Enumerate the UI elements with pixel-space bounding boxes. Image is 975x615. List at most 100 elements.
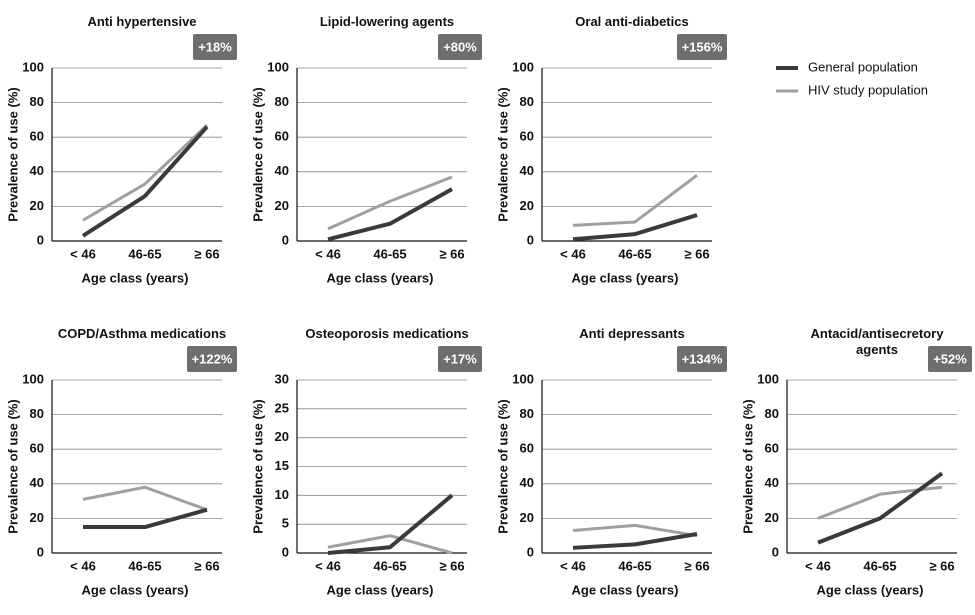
x-tick-label: 46-65 (863, 558, 896, 573)
series-line (572, 523, 698, 538)
x-tick-label: < 46 (315, 246, 341, 261)
panel-title: Oral anti-diabetics (575, 14, 689, 29)
y-tick-label: 0 (37, 232, 44, 247)
y-tick-label: 40 (275, 163, 289, 178)
y-tick-label: 60 (520, 129, 534, 144)
x-tick-label: ≥ 66 (439, 558, 464, 573)
panel-title: Antacid/antisecretory agents (810, 326, 944, 357)
y-tick-label: 60 (30, 129, 44, 144)
y-tick-label: 20 (520, 510, 534, 525)
series-line (817, 485, 943, 520)
y-axis-label: Prevalence of use (%) (740, 399, 755, 533)
x-axis-label: Age class (years) (572, 582, 679, 597)
badge-text: +122% (192, 351, 233, 366)
badge-text: +18% (198, 39, 232, 54)
x-axis-label: Age class (years) (327, 270, 434, 285)
y-tick-label: 40 (520, 163, 534, 178)
y-tick-label: 0 (772, 544, 779, 559)
series-line (572, 213, 698, 242)
panel-title: Lipid-lowering agents (319, 14, 455, 29)
y-tick-label: 20 (275, 429, 289, 444)
x-axis-label: Age class (years) (82, 270, 189, 285)
series-line (327, 493, 454, 555)
x-tick-label: 46-65 (128, 246, 161, 261)
y-tick-label: 100 (512, 59, 534, 74)
x-tick-label: ≥ 66 (194, 246, 219, 261)
badge (438, 34, 482, 60)
y-tick-label: 80 (30, 406, 44, 421)
y-tick-label: 20 (520, 198, 534, 213)
badge (677, 34, 727, 60)
y-axis-label: Prevalence of use (%) (250, 399, 265, 533)
y-tick-label: 40 (30, 163, 44, 178)
y-tick-label: 80 (520, 94, 534, 109)
badge-text: +52% (933, 351, 967, 366)
y-tick-label: 60 (275, 129, 289, 144)
x-tick-label: ≥ 66 (439, 246, 464, 261)
badge-text: +156% (682, 39, 723, 54)
x-axis-label: Age class (years) (817, 582, 924, 597)
y-tick-label: 5 (282, 516, 289, 531)
x-tick-label: < 46 (560, 246, 586, 261)
y-tick-label: 0 (282, 544, 289, 559)
series-line (327, 534, 453, 555)
y-tick-label: 0 (527, 544, 534, 559)
badge (193, 34, 237, 60)
panel-title: Anti hypertensive (87, 14, 197, 29)
y-tick-label: 0 (527, 232, 534, 247)
y-tick-label: 40 (520, 475, 534, 490)
series-line (572, 174, 698, 227)
x-tick-label: < 46 (805, 558, 831, 573)
y-tick-label: 30 (275, 371, 289, 386)
x-tick-label: < 46 (560, 558, 586, 573)
y-tick-label: 60 (765, 441, 779, 456)
y-axis-label: Prevalence of use (%) (250, 87, 265, 221)
x-axis-label: Age class (years) (82, 582, 189, 597)
series-line (83, 507, 208, 530)
x-tick-label: 46-65 (618, 246, 651, 261)
y-tick-label: 40 (765, 475, 779, 490)
x-tick-label: 46-65 (373, 246, 406, 261)
y-tick-label: 100 (267, 59, 289, 74)
panel-title: COPD/Asthma medications (57, 326, 227, 341)
y-tick-label: 20 (765, 510, 779, 525)
y-tick-label: 10 (275, 487, 289, 502)
y-axis-label: Prevalence of use (%) (5, 399, 20, 533)
badge (677, 346, 727, 372)
y-tick-label: 80 (520, 406, 534, 421)
x-tick-label: 46-65 (618, 558, 651, 573)
x-tick-label: 46-65 (373, 558, 406, 573)
x-tick-label: ≥ 66 (194, 558, 219, 573)
badge (187, 346, 237, 372)
x-axis-label: Age class (years) (572, 270, 679, 285)
series-line (572, 531, 698, 550)
y-tick-label: 20 (30, 198, 44, 213)
panel-title: Anti depressants (579, 326, 685, 341)
series-line (327, 187, 453, 242)
panel-title: Osteoporosis medications (305, 326, 469, 341)
series-line (82, 485, 208, 512)
x-tick-label: ≥ 66 (684, 558, 709, 573)
x-tick-label: ≥ 66 (929, 558, 954, 573)
y-tick-label: 80 (30, 94, 44, 109)
y-tick-label: 100 (512, 371, 534, 386)
series-line (327, 175, 453, 231)
y-tick-label: 25 (275, 400, 289, 415)
y-tick-label: 20 (275, 198, 289, 213)
badge (928, 346, 972, 372)
x-tick-label: < 46 (315, 558, 341, 573)
legend-label: General population (808, 59, 918, 74)
badge-text: +80% (443, 39, 477, 54)
x-tick-label: 46-65 (128, 558, 161, 573)
x-tick-label: < 46 (70, 246, 96, 261)
series-line (81, 125, 209, 238)
badge-text: +17% (443, 351, 477, 366)
badge (438, 346, 482, 372)
x-tick-label: < 46 (70, 558, 96, 573)
y-tick-label: 100 (22, 371, 44, 386)
y-axis-label: Prevalence of use (%) (495, 87, 510, 221)
series-line (817, 471, 944, 545)
y-tick-label: 0 (37, 544, 44, 559)
